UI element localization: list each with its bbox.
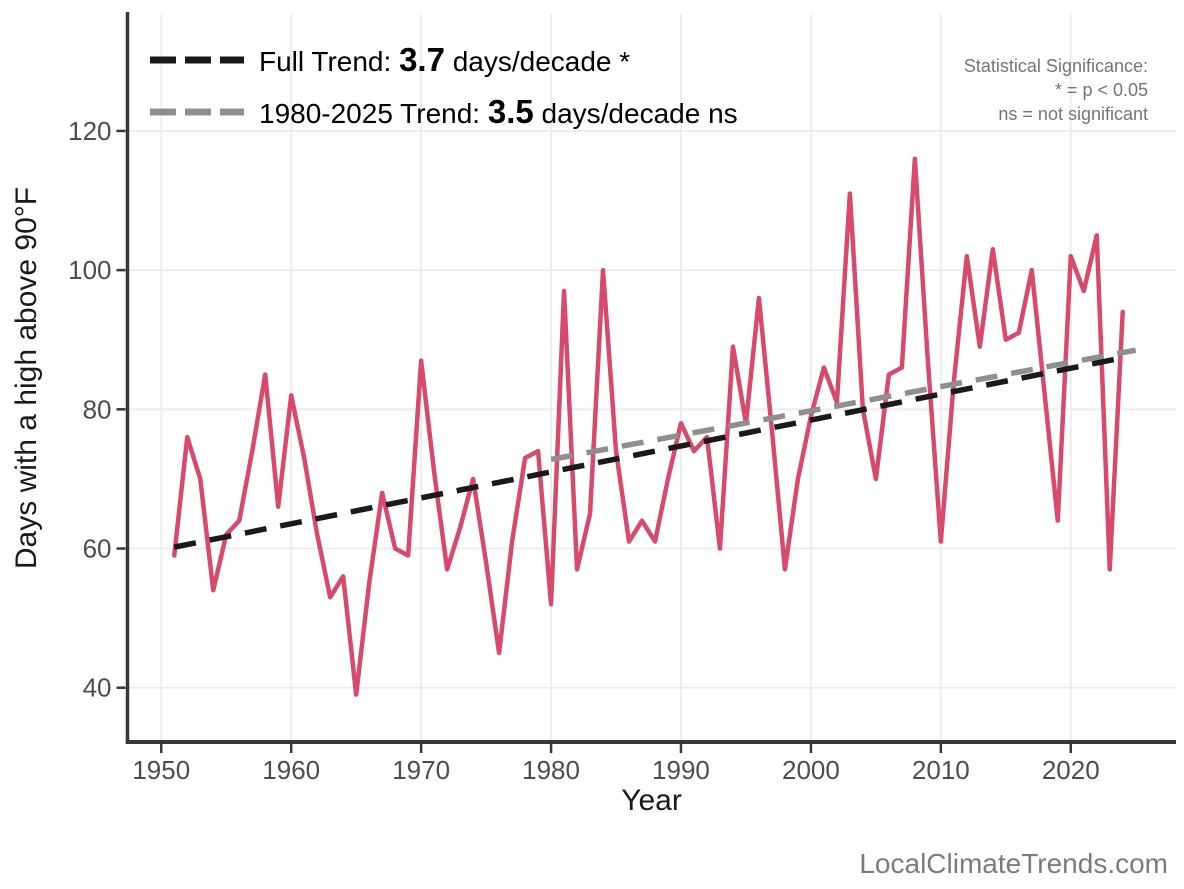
legend-row-recent-trend: 1980-2025 Trend: 3.5 days/decade ns xyxy=(150,86,738,138)
full-trend-label-prefix: Full Trend: xyxy=(259,46,400,77)
x-tick-label: 1990 xyxy=(652,755,710,785)
x-tick-label: 1980 xyxy=(522,755,580,785)
x-tick-label: 1960 xyxy=(262,755,320,785)
recent-trend-label: 1980-2025 Trend: 3.5 days/decade ns xyxy=(259,93,738,131)
recent-trend-line xyxy=(550,347,1137,463)
x-axis-title: Year xyxy=(621,784,682,817)
x-tick-label: 2000 xyxy=(782,755,840,785)
significance-note-star: * = p < 0.05 xyxy=(1054,80,1148,100)
y-tick-label: 120 xyxy=(68,116,111,146)
significance-note-title: Statistical Significance: xyxy=(963,56,1148,76)
y-tick-label: 60 xyxy=(83,534,112,564)
watermark: LocalClimateTrends.com xyxy=(859,848,1168,879)
x-tick-label: 2020 xyxy=(1042,755,1100,785)
x-tick-label: 2010 xyxy=(912,755,970,785)
x-tick-label: 1950 xyxy=(132,755,190,785)
recent-trend-label-suffix: days/decade ns xyxy=(533,98,738,129)
y-tick-label: 40 xyxy=(83,673,112,703)
y-tick-label: 80 xyxy=(83,394,112,424)
full-trend-slope-value: 3.7 xyxy=(399,41,445,78)
observed-series-line xyxy=(172,156,1125,697)
legend: Full Trend: 3.7 days/decade * 1980-2025 … xyxy=(150,34,738,138)
full-trend-dash-sample xyxy=(150,56,244,64)
y-axis-title: Days with a high above 90°F xyxy=(10,186,43,570)
full-trend-line xyxy=(173,355,1124,550)
significance-note: Statistical Significance: * = p < 0.05 n… xyxy=(964,54,1148,126)
full-trend-label-suffix: days/decade * xyxy=(444,46,631,77)
y-tick-label: 100 xyxy=(68,255,111,285)
recent-trend-dash-sample xyxy=(150,108,244,116)
full-trend-label: Full Trend: 3.7 days/decade * xyxy=(259,41,630,79)
recent-trend-slope-value: 3.5 xyxy=(487,93,534,130)
legend-row-full-trend: Full Trend: 3.7 days/decade * xyxy=(150,34,738,86)
recent-trend-label-prefix: 1980-2025 Trend: xyxy=(259,98,488,129)
x-tick-label: 1970 xyxy=(392,755,450,785)
significance-note-ns: ns = not significant xyxy=(998,104,1148,124)
